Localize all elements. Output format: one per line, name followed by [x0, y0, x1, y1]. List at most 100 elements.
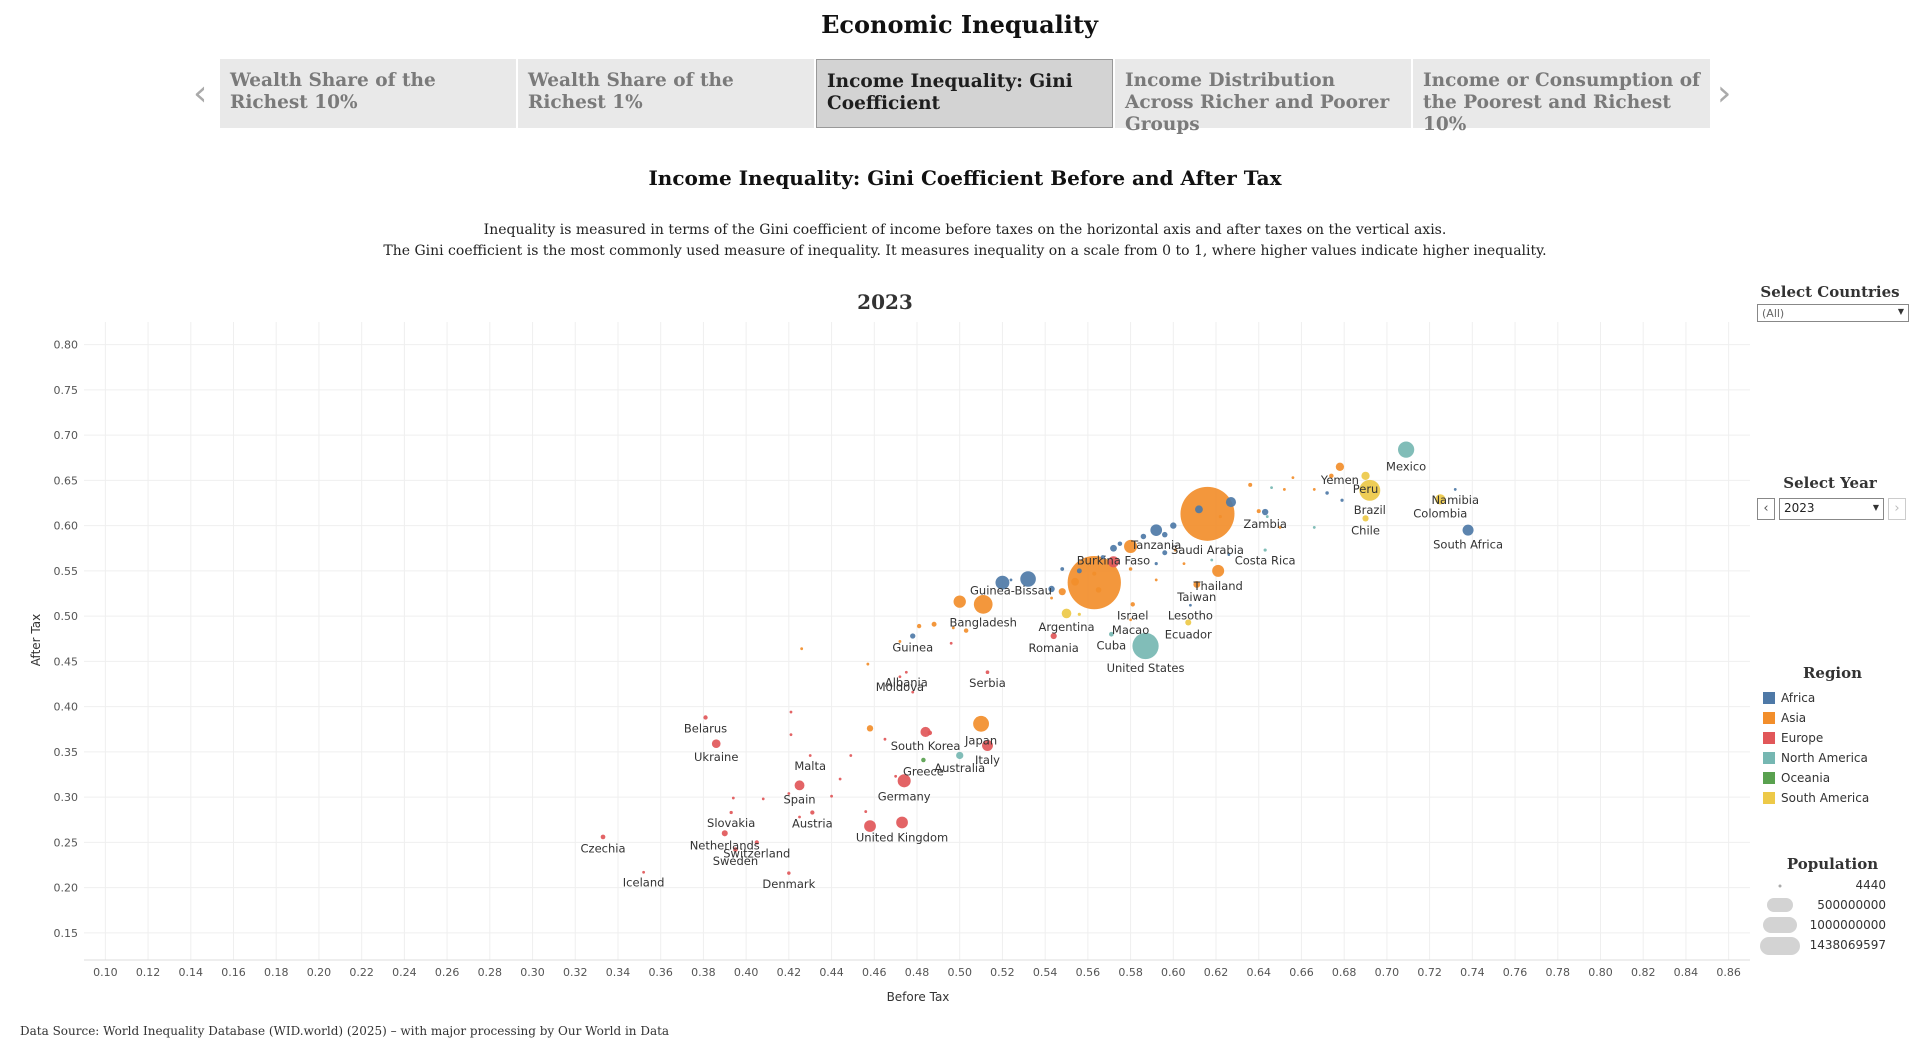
data-point[interactable] — [1154, 562, 1158, 566]
data-point[interactable] — [729, 810, 733, 815]
data-point[interactable] — [808, 754, 812, 757]
data-point[interactable] — [982, 740, 993, 751]
data-point[interactable] — [911, 690, 915, 694]
legend-item[interactable]: Europe — [1763, 731, 1823, 745]
tab-income-inequality-gini[interactable]: Income Inequality: Gini Coefficient — [816, 59, 1113, 128]
data-point[interactable] — [973, 715, 990, 732]
data-point[interactable] — [600, 834, 606, 840]
data-point[interactable] — [866, 662, 870, 666]
chevron-right-icon[interactable]: › — [1717, 73, 1732, 114]
data-point[interactable] — [1248, 482, 1253, 487]
data-point[interactable] — [1124, 539, 1138, 553]
data-point[interactable] — [1110, 544, 1117, 552]
data-point[interactable] — [1291, 476, 1295, 480]
data-point[interactable] — [761, 797, 765, 801]
data-point[interactable] — [1188, 603, 1192, 607]
data-point[interactable] — [897, 774, 911, 788]
legend-item[interactable]: North America — [1763, 751, 1868, 765]
data-point[interactable] — [1173, 548, 1178, 552]
data-point[interactable] — [1140, 533, 1147, 540]
data-point[interactable] — [931, 621, 937, 627]
data-point[interactable] — [1270, 486, 1273, 490]
data-point[interactable] — [894, 774, 898, 778]
data-point[interactable] — [1265, 515, 1269, 518]
legend-item[interactable]: Asia — [1763, 711, 1806, 725]
data-point[interactable] — [1150, 524, 1163, 536]
data-point[interactable] — [1462, 524, 1474, 536]
data-point[interactable] — [1050, 632, 1057, 640]
data-point[interactable] — [1129, 618, 1132, 622]
data-point[interactable] — [703, 715, 708, 720]
data-point[interactable] — [1325, 491, 1329, 495]
data-point[interactable] — [787, 871, 791, 875]
data-point[interactable] — [898, 640, 902, 643]
data-point[interactable] — [956, 751, 964, 760]
legend-item[interactable]: Oceania — [1763, 771, 1830, 785]
data-point[interactable] — [864, 820, 876, 832]
data-point[interactable] — [953, 595, 966, 608]
data-point[interactable] — [1453, 488, 1457, 491]
data-point[interactable] — [789, 733, 793, 737]
data-point[interactable] — [1071, 577, 1079, 586]
data-point[interactable] — [838, 777, 842, 781]
data-point[interactable] — [830, 794, 833, 798]
tab-wealth-share-richest-10[interactable]: Wealth Share of the Richest 10% — [220, 59, 516, 128]
legend-item[interactable]: South America — [1763, 791, 1869, 805]
data-point[interactable] — [733, 847, 738, 852]
data-point[interactable] — [920, 726, 931, 738]
data-point[interactable] — [866, 725, 874, 732]
tab-income-consumption-poorest-richest[interactable]: Income or Consumption of the Poorest and… — [1413, 59, 1710, 135]
data-point[interactable] — [789, 710, 793, 714]
data-point[interactable] — [1162, 531, 1168, 538]
data-point[interactable] — [810, 810, 815, 815]
data-point[interactable] — [910, 633, 916, 639]
data-point[interactable] — [1170, 522, 1177, 529]
data-point[interactable] — [1048, 585, 1055, 593]
data-point[interactable] — [1180, 486, 1235, 541]
data-point[interactable] — [1193, 581, 1201, 588]
data-point[interactable] — [1359, 479, 1381, 501]
data-point[interactable] — [1212, 564, 1225, 577]
data-point[interactable] — [1361, 471, 1370, 480]
data-point[interactable] — [1218, 514, 1222, 519]
tab-wealth-share-richest-1[interactable]: Wealth Share of the Richest 1% — [518, 59, 814, 128]
data-point[interactable] — [1362, 515, 1369, 522]
data-point[interactable] — [963, 628, 969, 633]
data-point[interactable] — [711, 739, 721, 749]
data-point[interactable] — [1185, 619, 1192, 626]
data-point[interactable] — [1225, 497, 1237, 508]
data-point[interactable] — [1182, 562, 1186, 566]
data-point[interactable] — [794, 780, 805, 791]
data-point[interactable] — [864, 810, 868, 813]
data-point[interactable] — [995, 575, 1010, 590]
data-point[interactable] — [1061, 608, 1072, 619]
data-point[interactable] — [1154, 578, 1158, 582]
data-point[interactable] — [927, 730, 933, 736]
data-point[interactable] — [898, 675, 902, 679]
data-point[interactable] — [1058, 588, 1066, 596]
data-point[interactable] — [1282, 487, 1286, 491]
data-point[interactable] — [642, 870, 646, 874]
data-point[interactable] — [1210, 558, 1214, 562]
data-point[interactable] — [1312, 526, 1316, 529]
data-point[interactable] — [1263, 548, 1267, 552]
data-point[interactable] — [721, 830, 728, 837]
data-point[interactable] — [1009, 578, 1013, 582]
data-point[interactable] — [985, 670, 990, 675]
data-point[interactable] — [1117, 541, 1123, 546]
data-point[interactable] — [1340, 498, 1344, 502]
data-point[interactable] — [1435, 494, 1446, 505]
data-point[interactable] — [896, 816, 908, 829]
data-point[interactable] — [1261, 508, 1269, 516]
data-point[interactable] — [754, 840, 759, 845]
data-point[interactable] — [1107, 556, 1120, 568]
data-point[interactable] — [973, 594, 993, 614]
data-point[interactable] — [951, 626, 955, 630]
data-point[interactable] — [1329, 473, 1334, 479]
data-point[interactable] — [1278, 526, 1282, 529]
year-select[interactable]: 2023 ▼ — [1779, 498, 1884, 520]
data-point[interactable] — [1312, 488, 1316, 491]
data-point[interactable] — [1095, 587, 1102, 593]
data-point[interactable] — [798, 815, 801, 819]
year-prev-button[interactable]: ‹ — [1757, 498, 1775, 520]
